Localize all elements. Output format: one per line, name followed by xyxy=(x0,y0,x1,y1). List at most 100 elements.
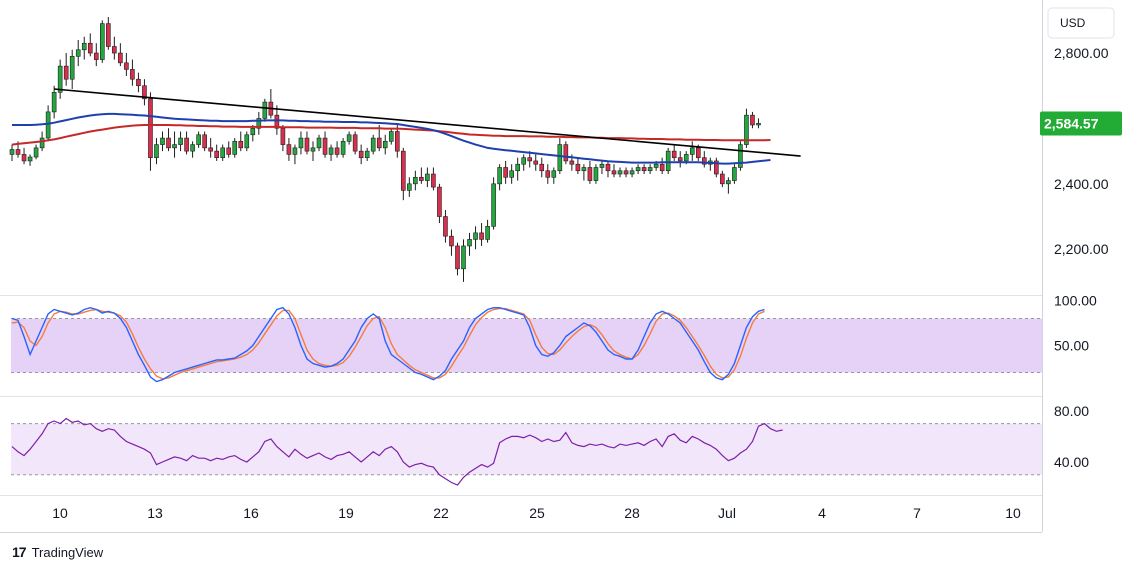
price-tick-label: 2,800.00 xyxy=(1054,45,1109,61)
candle-body xyxy=(310,147,316,152)
candle-body xyxy=(744,114,749,145)
candle-body xyxy=(569,160,575,165)
candle-body xyxy=(461,245,466,270)
candle-body xyxy=(130,69,135,80)
candle-body xyxy=(93,52,99,60)
rsi-tick-label: 80.00 xyxy=(1054,403,1089,419)
candle-body xyxy=(665,150,671,172)
price-tick-label: 2,200.00 xyxy=(1054,241,1109,257)
last-price-badge xyxy=(1040,111,1122,136)
price-chart[interactable]: USD 2,800.00 2,400.00 2,200.00 2,584.57 100.0… xyxy=(0,0,1139,540)
candle-body xyxy=(581,167,587,172)
candle-body xyxy=(455,245,460,270)
stochastic-band xyxy=(11,318,1042,373)
rsi-tick-label: 40.00 xyxy=(1054,454,1089,470)
candle-body xyxy=(178,137,183,145)
candle-body xyxy=(160,137,165,145)
candle-body xyxy=(726,180,731,185)
candle-body xyxy=(509,170,514,178)
candle-body xyxy=(190,144,195,152)
candle-body xyxy=(69,56,75,80)
date-tick-label: 10 xyxy=(52,505,68,521)
candle-body xyxy=(118,52,123,64)
candle-body xyxy=(641,167,647,172)
candle-body xyxy=(226,147,232,155)
candle-body xyxy=(575,163,581,172)
date-tick-label: 7 xyxy=(913,505,921,521)
candle-body xyxy=(533,160,539,165)
candle-body xyxy=(57,65,63,93)
candle-body xyxy=(611,170,617,175)
candle-body xyxy=(136,78,141,87)
candle-body xyxy=(503,167,508,178)
candle-body xyxy=(431,173,436,188)
moving-average-blue xyxy=(12,112,771,165)
candle-body xyxy=(106,23,111,47)
candle-body xyxy=(695,147,701,158)
moving-average-red xyxy=(11,124,771,146)
candle-body xyxy=(15,149,21,155)
candle-body xyxy=(328,147,334,155)
candle-body xyxy=(154,144,159,158)
candle-body xyxy=(485,226,490,240)
candle-body xyxy=(250,127,256,136)
date-tick-label: Jul xyxy=(718,505,736,521)
candle-body xyxy=(172,144,177,149)
candle-body xyxy=(340,141,346,155)
stochastic-tick-label: 100.00 xyxy=(1054,293,1097,309)
candle-body xyxy=(286,144,292,155)
candle-body xyxy=(437,186,442,217)
candle-body xyxy=(232,141,238,155)
candle-body xyxy=(274,114,280,129)
candle-body xyxy=(689,147,695,155)
candle-body xyxy=(635,167,641,172)
tradingview-name: TradingView xyxy=(31,544,104,560)
candle-body xyxy=(551,170,557,178)
candle-body xyxy=(557,144,563,172)
candle-body xyxy=(166,137,171,149)
currency-box xyxy=(1047,7,1115,39)
candle-body xyxy=(605,163,611,172)
candle-body xyxy=(683,154,689,162)
candle-body xyxy=(659,163,665,172)
resistance-trendline xyxy=(54,88,801,157)
date-tick-label: 28 xyxy=(624,505,640,521)
candle-body xyxy=(148,98,153,158)
candle-body xyxy=(184,137,189,152)
tradingview-branding[interactable]: 17 TradingView xyxy=(12,543,103,561)
candle-body xyxy=(738,144,743,168)
date-tick-label: 13 xyxy=(147,505,163,521)
date-tick-label: 25 xyxy=(529,505,545,521)
candle-body xyxy=(51,91,57,113)
candle-body xyxy=(419,176,424,181)
candle-body xyxy=(21,154,27,162)
candle-body xyxy=(292,147,298,155)
candle-body xyxy=(714,160,719,175)
candle-body xyxy=(322,137,328,155)
candle-body xyxy=(100,23,105,60)
candle-body xyxy=(587,167,593,181)
candle-body xyxy=(563,144,569,162)
candle-body xyxy=(75,49,81,57)
candle-body xyxy=(388,131,394,142)
candle-body xyxy=(262,101,268,119)
candle-body xyxy=(629,170,635,175)
candle-body xyxy=(298,137,304,149)
candle-body xyxy=(142,85,147,100)
candle-body xyxy=(39,137,45,149)
price-tick-label: 2,400.00 xyxy=(1054,176,1109,192)
candle-body xyxy=(124,62,129,70)
candle-body xyxy=(9,149,15,155)
tradingview-logo-icon[interactable]: 17 xyxy=(12,544,27,560)
candle-body xyxy=(425,173,430,181)
candle-body xyxy=(364,150,370,158)
candle-body xyxy=(677,157,683,162)
candle-body xyxy=(545,170,551,178)
date-tick-label: 19 xyxy=(338,505,354,521)
candle-body xyxy=(394,131,400,152)
stochastic-d-line xyxy=(11,307,765,380)
candle-body xyxy=(653,163,659,168)
date-tick-label: 16 xyxy=(243,505,259,521)
candle-body xyxy=(599,163,605,168)
